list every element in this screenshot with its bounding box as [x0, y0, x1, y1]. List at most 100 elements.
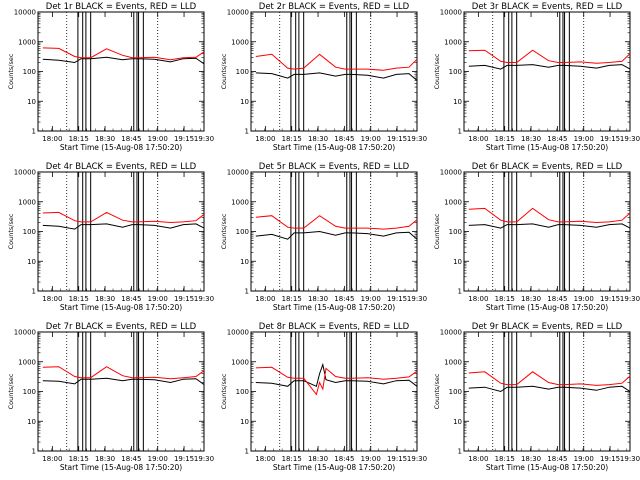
x-tick-label: 18:00	[255, 295, 275, 303]
series-line-events	[255, 230, 418, 240]
plot-frame	[250, 331, 418, 452]
x-tick-label: 19:15	[600, 295, 620, 303]
event-box	[559, 331, 564, 452]
series-line-lld	[255, 215, 418, 230]
y-axis-label: Counts/sec	[220, 53, 228, 89]
event-box	[564, 11, 570, 132]
x-tick-label: 18:15	[495, 135, 515, 143]
y-axis-label: Counts/sec	[220, 213, 228, 249]
y-tick-label: 1	[32, 448, 36, 456]
x-axis-label: Start Time (15-Aug-08 17:50:20)	[273, 143, 395, 152]
x-tick-label: 18:15	[69, 295, 89, 303]
x-axis-label: Start Time (15-Aug-08 17:50:20)	[60, 143, 182, 152]
plot-frame	[463, 331, 631, 452]
y-tick-label: 10	[240, 98, 249, 106]
plot-frame	[37, 171, 205, 292]
y-tick-label: 1000	[18, 198, 36, 206]
x-tick-label: 19:15	[387, 295, 407, 303]
panel-title: Det 1r BLACK = Events, RED = LLD	[46, 2, 197, 12]
series-line-events	[42, 223, 205, 230]
y-axis-label: Counts/sec	[433, 53, 441, 89]
x-tick-label: 19:00	[361, 295, 381, 303]
series-line-lld	[468, 371, 631, 386]
x-tick-label: 19:30	[620, 455, 640, 463]
y-tick-label: 10	[240, 418, 249, 426]
event-box	[559, 11, 564, 132]
x-tick-label: 19:15	[174, 455, 194, 463]
panel-title: Det 4r BLACK = Events, RED = LLD	[46, 162, 197, 172]
x-tick-label: 18:30	[95, 135, 115, 143]
x-tick-label: 19:00	[148, 295, 168, 303]
panel-title: Det 7r BLACK = Events, RED = LLD	[46, 322, 197, 332]
y-axis-label: Counts/sec	[433, 213, 441, 249]
x-tick-label: 19:00	[574, 295, 594, 303]
panel-title: Det 3r BLACK = Events, RED = LLD	[472, 2, 623, 12]
plot-frame	[250, 171, 418, 292]
event-box	[511, 171, 518, 292]
panel-title: Det 2r BLACK = Events, RED = LLD	[259, 2, 410, 12]
y-axis-label: Counts/sec	[220, 373, 228, 409]
plot-frame	[37, 11, 205, 132]
y-tick-label: 1	[245, 128, 249, 136]
event-box	[138, 331, 144, 452]
event-box	[346, 331, 351, 452]
x-tick-label: 19:15	[174, 295, 194, 303]
y-tick-label: 1	[458, 128, 462, 136]
plot-frame	[463, 171, 631, 292]
y-tick-label: 10000	[440, 169, 462, 177]
x-tick-label: 19:00	[361, 135, 381, 143]
x-tick-label: 18:45	[547, 455, 567, 463]
x-tick-label: 18:15	[495, 455, 515, 463]
series-line-events	[468, 385, 631, 393]
x-tick-label: 18:45	[547, 135, 567, 143]
y-tick-label: 100	[23, 228, 36, 236]
event-box	[351, 171, 357, 292]
event-box	[133, 171, 138, 292]
y-tick-label: 1000	[231, 198, 249, 206]
x-tick-label: 18:15	[495, 295, 515, 303]
x-axis-label: Start Time (15-Aug-08 17:50:20)	[60, 463, 182, 472]
event-box	[85, 11, 92, 132]
x-tick-label: 18:45	[334, 455, 354, 463]
panel-6: Det 6r BLACK = Events, RED = LLD 1 10 100 10…	[433, 162, 640, 312]
y-tick-label: 100	[236, 388, 249, 396]
y-tick-label: 10	[453, 418, 462, 426]
x-tick-label: 18:45	[334, 135, 354, 143]
series-line-events	[468, 64, 631, 70]
panel-7: Det 7r BLACK = Events, RED = LLD 1 10 100 10…	[7, 322, 214, 472]
series-line-lld	[255, 366, 418, 396]
event-box	[138, 171, 144, 292]
panel-8: Det 8r BLACK = Events, RED = LLD 1 10 100 10…	[220, 322, 427, 472]
series-line-lld	[42, 47, 205, 61]
y-tick-label: 10000	[227, 169, 249, 177]
event-box	[351, 331, 357, 452]
panel-2: Det 2r BLACK = Events, RED = LLD 1 10 100 10…	[220, 2, 427, 152]
x-axis-label: Start Time (15-Aug-08 17:50:20)	[486, 143, 608, 152]
x-tick-label: 19:15	[600, 455, 620, 463]
x-tick-label: 19:30	[194, 295, 214, 303]
x-axis-label: Start Time (15-Aug-08 17:50:20)	[273, 303, 395, 312]
series-line-lld	[468, 49, 631, 64]
event-box	[85, 331, 92, 452]
y-tick-label: 10000	[14, 9, 36, 17]
x-tick-label: 19:30	[194, 455, 214, 463]
y-tick-label: 10000	[14, 169, 36, 177]
x-tick-label: 18:30	[308, 135, 328, 143]
x-tick-label: 18:30	[521, 455, 541, 463]
x-tick-label: 18:30	[308, 455, 328, 463]
x-tick-label: 18:30	[521, 295, 541, 303]
y-tick-label: 10000	[227, 329, 249, 337]
x-tick-label: 19:00	[574, 135, 594, 143]
y-axis-label: Counts/sec	[7, 53, 15, 89]
x-tick-label: 18:00	[42, 295, 62, 303]
series-line-events	[42, 56, 205, 65]
x-tick-label: 18:45	[121, 295, 141, 303]
x-tick-label: 18:00	[468, 455, 488, 463]
y-tick-label: 1000	[444, 38, 462, 46]
panel-4: Det 4r BLACK = Events, RED = LLD 1 10 100 10…	[7, 162, 214, 312]
y-tick-label: 10	[27, 98, 36, 106]
y-tick-label: 10	[453, 258, 462, 266]
y-tick-label: 100	[449, 388, 462, 396]
x-tick-label: 18:00	[255, 135, 275, 143]
event-box	[503, 331, 510, 452]
